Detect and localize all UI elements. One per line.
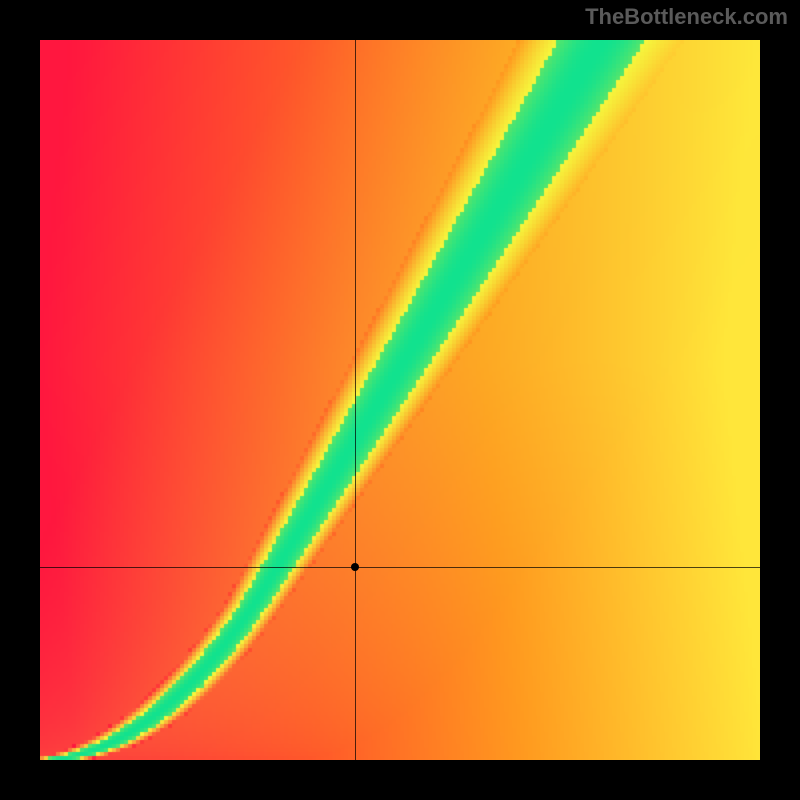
heatmap-canvas [40,40,760,760]
crosshair-marker [351,563,359,571]
crosshair-horizontal [40,567,760,568]
chart-container: TheBottleneck.com [0,0,800,800]
crosshair-vertical [355,40,356,760]
plot-area [40,40,760,760]
attribution-text: TheBottleneck.com [585,4,788,30]
